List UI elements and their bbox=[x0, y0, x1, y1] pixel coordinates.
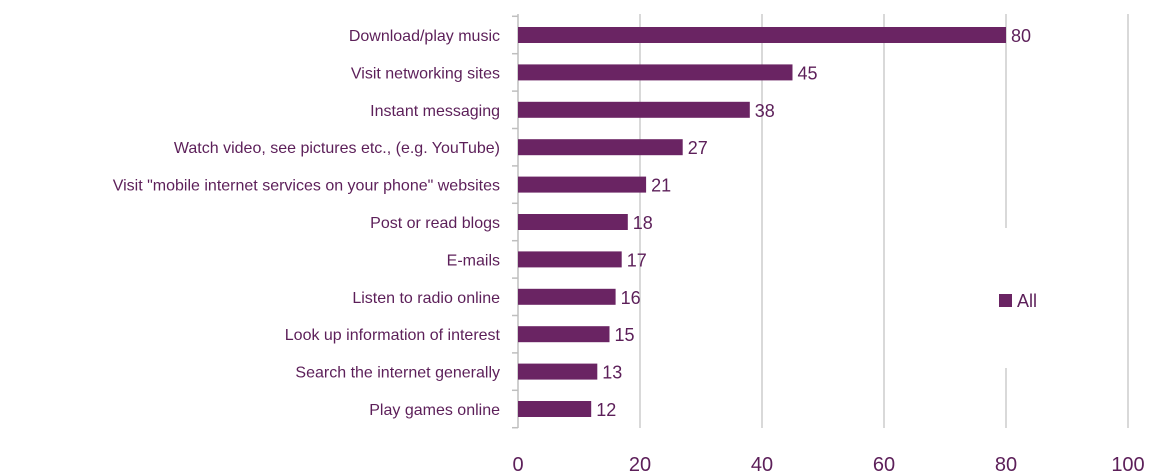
category-label: Visit "mobile internet services on your … bbox=[113, 178, 500, 195]
bar bbox=[518, 64, 793, 81]
x-tick-label: 20 bbox=[629, 454, 651, 475]
data-label: 13 bbox=[602, 363, 622, 383]
data-label: 17 bbox=[627, 250, 647, 270]
category-label: Post or read blogs bbox=[370, 215, 500, 232]
x-tick-label: 40 bbox=[751, 454, 773, 475]
x-tick-label: 80 bbox=[995, 454, 1017, 475]
data-label: 45 bbox=[798, 63, 818, 83]
category-label: Download/play music bbox=[349, 28, 500, 45]
gridlines bbox=[639, 14, 1129, 428]
category-label: Search the internet generally bbox=[295, 365, 500, 382]
data-label: 16 bbox=[621, 288, 641, 308]
data-label: 15 bbox=[615, 325, 635, 345]
data-label: 12 bbox=[596, 400, 616, 420]
x-tick-label: 0 bbox=[512, 454, 523, 475]
bar bbox=[518, 401, 592, 417]
data-label: 27 bbox=[688, 138, 708, 158]
category-label: Play games online bbox=[369, 402, 500, 419]
value-labels: 80 45 38 27 21 18 17 16 15 13 12 bbox=[596, 26, 1031, 420]
legend-label: All bbox=[1017, 291, 1037, 311]
legend-swatch bbox=[999, 294, 1012, 307]
bar bbox=[518, 101, 750, 118]
category-label: Watch video, see pictures etc., (e.g. Yo… bbox=[174, 140, 500, 157]
category-label: Instant messaging bbox=[370, 103, 500, 120]
bar bbox=[518, 176, 647, 193]
x-tick-label: 100 bbox=[1111, 454, 1144, 475]
bar bbox=[518, 214, 628, 230]
bar bbox=[518, 27, 1006, 43]
legend: All bbox=[999, 291, 1037, 311]
bar bbox=[518, 251, 622, 268]
bar bbox=[518, 363, 598, 380]
category-labels: Download/play music Visit networking site… bbox=[113, 28, 501, 419]
category-label: E-mails bbox=[447, 252, 500, 269]
x-tick-label: 60 bbox=[873, 454, 895, 475]
data-label: 18 bbox=[633, 213, 653, 233]
bar bbox=[518, 326, 610, 343]
x-axis-tick-labels: 0 20 40 60 80 100 bbox=[512, 454, 1144, 475]
data-label: 21 bbox=[651, 176, 671, 196]
bar-series bbox=[518, 27, 1006, 417]
bar bbox=[518, 139, 683, 156]
category-axis bbox=[512, 14, 519, 429]
bar bbox=[518, 288, 616, 305]
data-label: 38 bbox=[755, 101, 775, 121]
category-label: Look up information of interest bbox=[285, 327, 501, 344]
data-label: 80 bbox=[1011, 26, 1031, 46]
category-label: Listen to radio online bbox=[352, 290, 500, 307]
category-label: Visit networking sites bbox=[351, 65, 500, 82]
